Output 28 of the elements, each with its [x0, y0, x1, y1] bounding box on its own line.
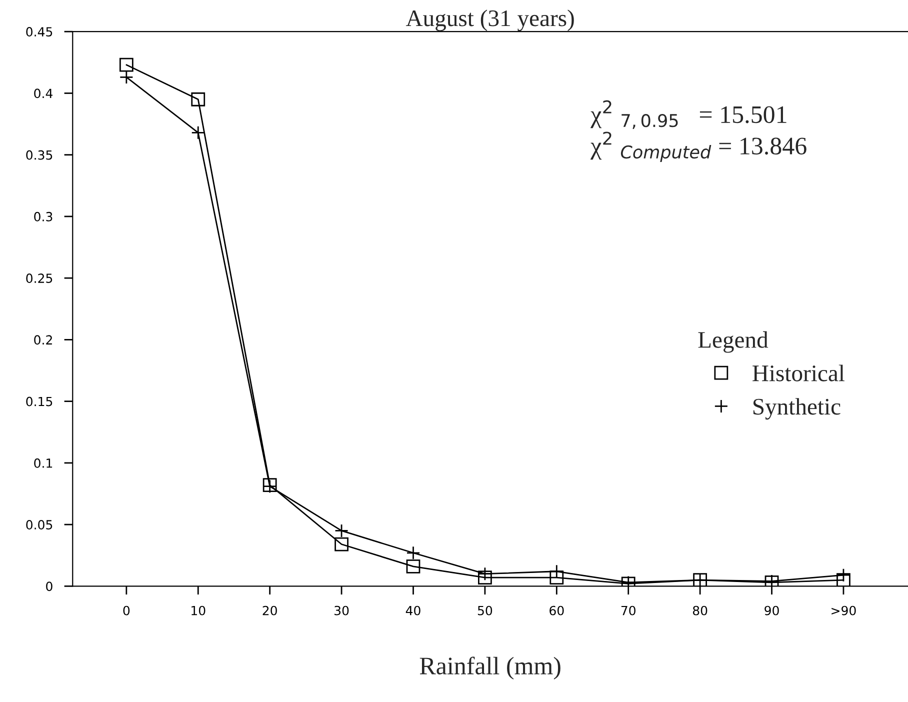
- y-tick-label: 0.25: [26, 274, 52, 283]
- y-tick-label: 0.2: [34, 335, 52, 345]
- y-tick-label: 0.4: [34, 88, 52, 98]
- legend-label: Historical: [752, 364, 845, 382]
- y-tick-label: 0.1: [34, 458, 52, 468]
- x-tick-label: 60: [550, 606, 564, 616]
- text: χ$^{2}$ $_{7,0.95}$ = 15.501: [590, 100, 786, 129]
- x-tick-label: 80: [692, 606, 708, 616]
- x-tick-label: 30: [334, 606, 349, 616]
- y-tick-label: 0.45: [26, 27, 52, 37]
- x-tick-label: 20: [262, 606, 277, 616]
- x-tick-label: 40: [406, 606, 420, 616]
- x-tick-label: 10: [192, 606, 206, 616]
- legend-label: Synthetic: [753, 398, 840, 420]
- x-tick-label: 0: [123, 606, 130, 616]
- y-tick-label: 0.15: [26, 396, 52, 406]
- x-tick-label: >90: [832, 606, 856, 616]
- y-tick-label: 0.3: [34, 212, 52, 222]
- y-tick-label: 0.35: [26, 150, 52, 160]
- x-axis-title: Rainfall (mm): [420, 656, 560, 680]
- annotation: χ$^{2}$ $_{Computed}$ = 13.846: [590, 132, 806, 162]
- y-tick-label: 0.05: [26, 520, 52, 530]
- legend-title: Legend: [698, 331, 768, 353]
- x-tick-label: 50: [478, 606, 492, 616]
- y-tick-label: 0: [46, 582, 52, 592]
- chart-title: August (31 years): [406, 10, 574, 32]
- x-tick-label: 90: [764, 606, 779, 616]
- x-tick-label: 70: [621, 606, 636, 616]
